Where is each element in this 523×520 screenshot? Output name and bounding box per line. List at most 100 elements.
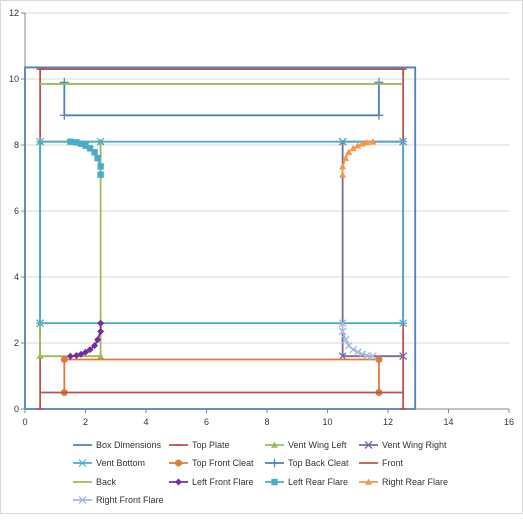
series-11-point-2	[358, 140, 366, 147]
series-4-point-5	[36, 137, 45, 146]
y-tick-label-6: 6	[14, 206, 19, 216]
series-10-point-5	[91, 149, 98, 156]
series-2	[36, 138, 105, 359]
series-10-point-3	[82, 142, 89, 149]
y-tick-label-12: 12	[9, 8, 19, 18]
series-10-point-0	[67, 138, 74, 145]
series-10-point-8	[97, 171, 104, 178]
legend-swatch-marker-3	[364, 441, 373, 449]
series-11-point-8	[339, 171, 347, 178]
legend-label-3: Vent Wing Right	[382, 440, 447, 450]
legend-entry-6: Top Back Cleat	[265, 458, 349, 468]
x-tick-label-14: 14	[443, 417, 453, 427]
series-12-point-8-b	[338, 319, 347, 328]
legend: Box Dimensions Top Plate Vent Wing Left Ven…	[73, 440, 448, 505]
series-12-point-1	[362, 351, 371, 360]
legend-label-1: Top Plate	[192, 440, 230, 450]
series-9-point-0	[66, 352, 74, 360]
series-3-point-2-b	[338, 352, 347, 361]
x-tick-label-16: 16	[504, 417, 514, 427]
series-6-point-2	[374, 110, 384, 120]
series-6	[59, 77, 384, 120]
legend-entry-0: Box Dimensions	[73, 440, 162, 450]
series-12-point-4-b	[349, 345, 358, 354]
series-11-point-5	[345, 148, 353, 156]
series-9-point-5	[91, 342, 99, 350]
series-12-point-6-b	[341, 335, 350, 344]
series-3-point-2	[338, 352, 347, 361]
series-9	[66, 319, 105, 360]
series-12-point-3-b	[353, 348, 362, 357]
series-11-point-3	[354, 142, 362, 149]
series-12-point-7-b	[338, 327, 347, 336]
series-11	[339, 138, 377, 178]
series-6-point-0	[59, 77, 69, 87]
y-tick-label-2: 2	[14, 338, 19, 348]
series-11-point-6	[342, 154, 350, 161]
series-10-point-4	[86, 145, 94, 152]
legend-label-9: Left Front Flare	[192, 477, 254, 487]
series-12-point-6	[341, 335, 350, 344]
series-12-point-5-b	[344, 341, 353, 350]
series-4-point-2	[399, 137, 408, 146]
legend-swatch-marker-12-b	[78, 496, 87, 504]
y-tick-label-8: 8	[14, 140, 19, 150]
x-tick-label-8: 8	[264, 417, 269, 427]
series-12-point-2-b	[358, 350, 367, 359]
legend-swatch-marker-5	[175, 459, 182, 467]
tick-labels: 0 2 4 6 8 10 12 0 2 4 6 8 10 12 14 16	[9, 8, 514, 427]
series-4-point-1	[399, 319, 408, 328]
legend-swatch-marker-9	[175, 478, 182, 486]
series-10	[67, 138, 104, 178]
series-10-point-7	[97, 163, 104, 170]
x-tick-label-10: 10	[322, 417, 332, 427]
series-line-1	[39, 68, 405, 409]
legend-label-10: Left Rear Flare	[288, 477, 348, 487]
legend-label-7: Front	[382, 458, 404, 468]
legend-label-8: Back	[96, 477, 117, 487]
series-2-point-3	[36, 352, 44, 359]
series-12	[338, 319, 377, 361]
x-tick-label-4: 4	[143, 417, 148, 427]
legend-swatch-marker-10	[271, 478, 278, 486]
series-4-point-6	[36, 319, 45, 328]
legend-swatch-marker-2	[271, 441, 278, 448]
series-12-point-8	[338, 319, 347, 328]
series-line-0	[24, 66, 417, 410]
legend-label-12: Right Front Flare	[96, 495, 164, 505]
legend-swatch-marker-11	[365, 478, 372, 485]
legend-label-0: Box Dimensions	[96, 440, 162, 450]
series-3	[338, 137, 408, 361]
legend-entry-3: Vent Wing Right	[359, 440, 447, 450]
legend-label-2: Vent Wing Left	[288, 440, 347, 450]
legend-swatch-marker-4	[78, 459, 87, 467]
series-10-point-6	[94, 155, 101, 162]
series-5	[60, 356, 383, 396]
series-4-point-4	[96, 137, 105, 146]
series-9-point-8	[97, 319, 105, 327]
series-11-point-1	[363, 138, 371, 146]
legend-label-11: Right Rear Flare	[382, 477, 448, 487]
series-line-5	[63, 358, 380, 393]
series-2-point-2	[97, 352, 105, 359]
series-group	[24, 66, 417, 410]
x-tick-label-0: 0	[22, 417, 27, 427]
series-12-point-1-b	[362, 351, 371, 360]
legend-swatch-marker-3-b	[364, 441, 373, 449]
x-tick-label-6: 6	[204, 417, 209, 427]
series-12-point-5	[344, 341, 353, 350]
legend-label-4: Vent Bottom	[96, 458, 145, 468]
series-line-6	[63, 82, 380, 117]
series-11-point-0	[369, 138, 377, 145]
legend-entry-9: Left Front Flare	[169, 477, 254, 487]
legend-swatch-marker-6	[270, 458, 279, 468]
series-1	[36, 68, 407, 410]
series-12-point-3	[353, 348, 362, 357]
legend-entry-4: Vent Bottom	[73, 458, 145, 468]
series-3-point-3-b	[399, 352, 408, 361]
series-0	[24, 66, 417, 410]
series-9-point-7	[97, 327, 105, 335]
x-tick-label-2: 2	[83, 417, 88, 427]
